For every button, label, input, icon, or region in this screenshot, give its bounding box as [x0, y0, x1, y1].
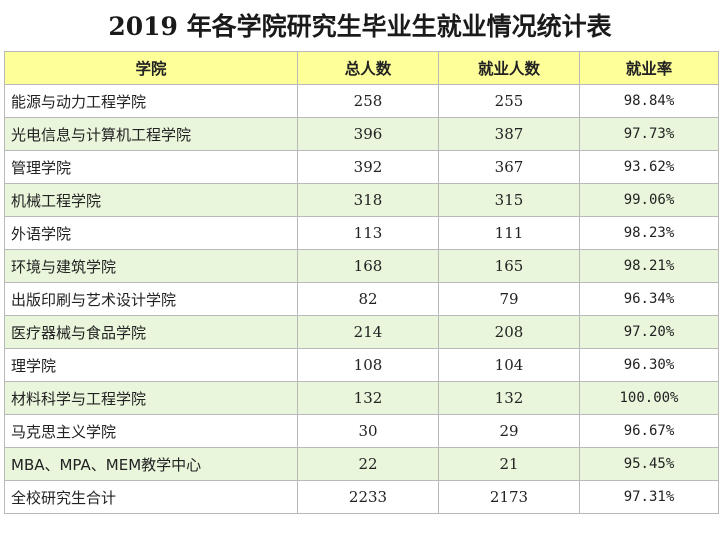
table-row: 环境与建筑学院 168 165 98.21% — [4, 249, 719, 283]
cell-college: 管理学院 — [4, 150, 298, 184]
cell-employed: 387 — [438, 117, 580, 151]
cell-employed: 2173 — [438, 480, 580, 514]
cell-total: 258 — [297, 84, 439, 118]
cell-employed: 367 — [438, 150, 580, 184]
cell-college: 医疗器械与食品学院 — [4, 315, 298, 349]
cell-rate: 93.62% — [579, 150, 719, 184]
table-row: 光电信息与计算机工程学院 396 387 97.73% — [4, 117, 719, 151]
cell-total: 214 — [297, 315, 439, 349]
employment-table: 学院 总人数 就业人数 就业率 能源与动力工程学院 258 255 98.84%… — [4, 51, 719, 514]
cell-employed: 29 — [438, 414, 580, 448]
table-row-total: 全校研究生合计 2233 2173 97.31% — [4, 480, 719, 514]
cell-total: 30 — [297, 414, 439, 448]
cell-college: 材料科学与工程学院 — [4, 381, 298, 415]
table-row: 马克思主义学院 30 29 96.67% — [4, 414, 719, 448]
cell-college: 机械工程学院 — [4, 183, 298, 217]
cell-rate: 97.20% — [579, 315, 719, 349]
header-total: 总人数 — [297, 51, 439, 85]
cell-college: 光电信息与计算机工程学院 — [4, 117, 298, 151]
table-header-row: 学院 总人数 就业人数 就业率 — [4, 51, 719, 85]
cell-college: 能源与动力工程学院 — [4, 84, 298, 118]
cell-rate: 98.21% — [579, 249, 719, 283]
cell-college: 环境与建筑学院 — [4, 249, 298, 283]
cell-rate: 98.84% — [579, 84, 719, 118]
cell-college: MBA、MPA、MEM教学中心 — [4, 447, 298, 481]
cell-employed: 79 — [438, 282, 580, 316]
table-row: 能源与动力工程学院 258 255 98.84% — [4, 84, 719, 118]
table-row: 管理学院 392 367 93.62% — [4, 150, 719, 184]
cell-total: 22 — [297, 447, 439, 481]
cell-rate: 95.45% — [579, 447, 719, 481]
cell-college: 外语学院 — [4, 216, 298, 250]
table-row: 出版印刷与艺术设计学院 82 79 96.34% — [4, 282, 719, 316]
cell-rate: 96.34% — [579, 282, 719, 316]
cell-employed: 104 — [438, 348, 580, 382]
cell-rate: 100.00% — [579, 381, 719, 415]
table-row: 理学院 108 104 96.30% — [4, 348, 719, 382]
cell-total: 168 — [297, 249, 439, 283]
cell-rate: 99.06% — [579, 183, 719, 217]
cell-rate: 96.30% — [579, 348, 719, 382]
table-row: 机械工程学院 318 315 99.06% — [4, 183, 719, 217]
cell-total: 113 — [297, 216, 439, 250]
cell-employed: 208 — [438, 315, 580, 349]
cell-rate: 97.73% — [579, 117, 719, 151]
header-employed: 就业人数 — [438, 51, 580, 85]
table-row: 材料科学与工程学院 132 132 100.00% — [4, 381, 719, 415]
cell-total: 2233 — [297, 480, 439, 514]
cell-college: 出版印刷与艺术设计学院 — [4, 282, 298, 316]
header-rate: 就业率 — [579, 51, 719, 85]
header-college: 学院 — [4, 51, 298, 85]
cell-rate: 98.23% — [579, 216, 719, 250]
cell-employed: 21 — [438, 447, 580, 481]
table-row: MBA、MPA、MEM教学中心 22 21 95.45% — [4, 447, 719, 481]
cell-employed: 132 — [438, 381, 580, 415]
cell-rate: 97.31% — [579, 480, 719, 514]
cell-college: 全校研究生合计 — [4, 480, 298, 514]
cell-college: 理学院 — [4, 348, 298, 382]
cell-total: 132 — [297, 381, 439, 415]
cell-employed: 165 — [438, 249, 580, 283]
cell-total: 396 — [297, 117, 439, 151]
cell-total: 318 — [297, 183, 439, 217]
cell-total: 108 — [297, 348, 439, 382]
page-title: 2019 年各学院研究生毕业生就业情况统计表 — [108, 12, 612, 41]
cell-rate: 96.67% — [579, 414, 719, 448]
table-row: 医疗器械与食品学院 214 208 97.20% — [4, 315, 719, 349]
cell-total: 392 — [297, 150, 439, 184]
cell-employed: 255 — [438, 84, 580, 118]
cell-employed: 111 — [438, 216, 580, 250]
cell-college: 马克思主义学院 — [4, 414, 298, 448]
cell-total: 82 — [297, 282, 439, 316]
table-row: 外语学院 113 111 98.23% — [4, 216, 719, 250]
cell-employed: 315 — [438, 183, 580, 217]
